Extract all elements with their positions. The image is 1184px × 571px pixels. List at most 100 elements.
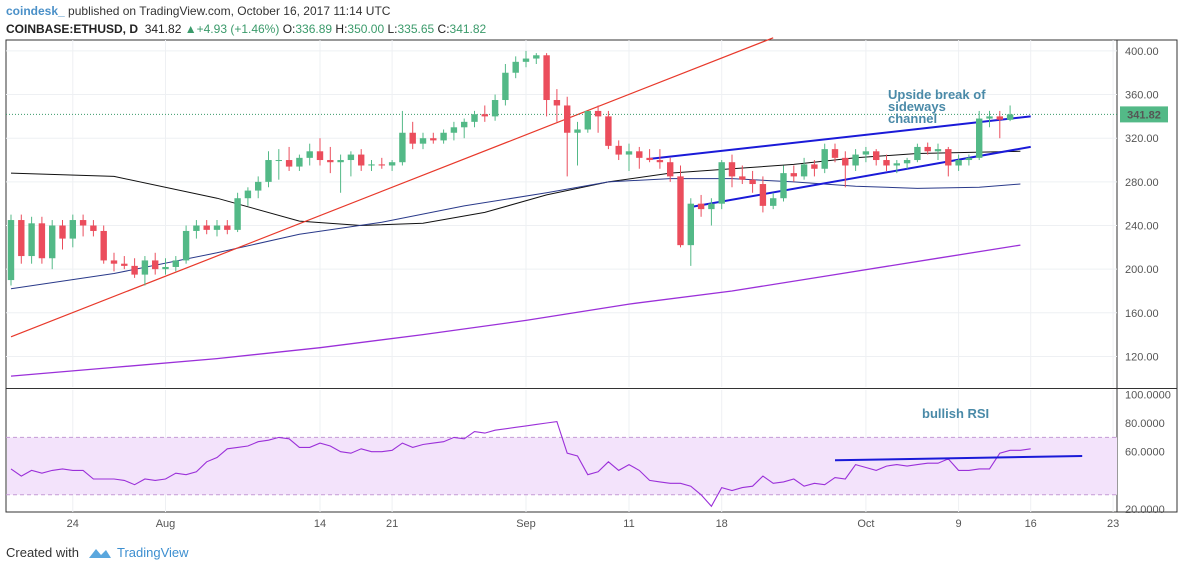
x-tick-label: 24 bbox=[67, 518, 79, 530]
candle-body bbox=[646, 157, 653, 161]
candle-body bbox=[337, 160, 344, 163]
close-value: 341.82 bbox=[449, 22, 487, 36]
candle-body bbox=[553, 100, 561, 106]
candle-body bbox=[378, 164, 385, 166]
candle-body bbox=[121, 263, 128, 266]
trendline-line bbox=[10, 37, 774, 338]
candle-body bbox=[152, 260, 159, 270]
candle-body bbox=[697, 203, 705, 210]
low-value: 335.65 bbox=[397, 22, 435, 36]
annotation-text: channel bbox=[888, 111, 937, 126]
x-tick-label: 11 bbox=[623, 518, 634, 530]
candle-body bbox=[306, 151, 313, 158]
candle-body bbox=[358, 154, 365, 166]
candle-body bbox=[883, 160, 890, 166]
candle-body bbox=[708, 203, 715, 210]
rsi-tick-label: 80.0000 bbox=[1125, 418, 1165, 430]
brand-name[interactable]: coindesk_ bbox=[6, 4, 65, 18]
rsi-line bbox=[10, 420, 1031, 508]
candle-body bbox=[172, 260, 179, 267]
candle-body bbox=[79, 220, 87, 226]
candle-body bbox=[512, 61, 519, 73]
candle-body bbox=[852, 154, 859, 166]
channel-lower-line bbox=[690, 145, 1031, 208]
last-price: 341.82 bbox=[144, 22, 182, 36]
candle-body bbox=[430, 138, 437, 141]
candle-body bbox=[955, 160, 962, 166]
rsi-band bbox=[7, 437, 1117, 495]
x-tick-label: 9 bbox=[956, 518, 962, 530]
ma50-line bbox=[10, 150, 1021, 227]
channel-upper-line bbox=[649, 115, 1031, 160]
y-tick-label: 360.00 bbox=[1125, 90, 1159, 102]
candle-body bbox=[873, 151, 880, 161]
tradingview-link[interactable]: TradingView bbox=[116, 545, 189, 560]
candle-body bbox=[90, 225, 97, 231]
candle-body bbox=[502, 72, 509, 101]
candle-body bbox=[244, 190, 252, 199]
x-tick-label: Oct bbox=[857, 518, 874, 530]
candle-body bbox=[224, 225, 231, 230]
candle-body bbox=[419, 138, 427, 144]
candle-body bbox=[996, 116, 1003, 120]
candle-body bbox=[831, 149, 839, 158]
rsi-tick-label: 100.0000 bbox=[1125, 389, 1171, 401]
x-tick-label: 16 bbox=[1025, 518, 1037, 530]
price-change: +4.93 (+1.46%) bbox=[196, 22, 280, 36]
candle-body bbox=[162, 266, 169, 270]
candle-body bbox=[945, 149, 952, 166]
chart-canvas[interactable]: 24 Aug 14 21 Sep 11 18 Oct 9 16 23 400.00 360.00 320.… bbox=[0, 0, 1184, 545]
candle-body bbox=[615, 145, 622, 155]
candle-body bbox=[667, 162, 674, 177]
candle-body bbox=[100, 230, 107, 261]
annotation-text: sideways bbox=[888, 99, 946, 114]
candle-body bbox=[594, 110, 602, 117]
x-tick-label: 23 bbox=[1107, 518, 1119, 530]
candle-body bbox=[584, 110, 591, 130]
y-tick-label: 160.00 bbox=[1125, 308, 1159, 320]
candle-body bbox=[574, 129, 581, 133]
symbol-name: COINBASE:ETHUSD, D bbox=[6, 22, 139, 36]
candle-body bbox=[296, 157, 303, 167]
y-tick-label: 240.00 bbox=[1125, 221, 1159, 233]
publish-info: published on TradingView.com, October 16… bbox=[68, 4, 391, 18]
candle-body bbox=[316, 151, 324, 161]
candle-body bbox=[110, 260, 118, 264]
x-tick-label: 14 bbox=[314, 518, 326, 530]
candle-body bbox=[193, 225, 200, 231]
candle-body bbox=[934, 149, 942, 152]
x-tick-label: 18 bbox=[716, 518, 728, 530]
candle-body bbox=[49, 225, 56, 259]
footer: Created with TradingView bbox=[6, 545, 189, 560]
candle-body bbox=[234, 198, 241, 230]
candle-body bbox=[842, 157, 849, 166]
candle-body bbox=[69, 220, 76, 239]
candle-body bbox=[327, 160, 334, 163]
candle-body bbox=[986, 116, 993, 119]
y-tick-label: 400.00 bbox=[1125, 46, 1159, 58]
candle-body bbox=[471, 114, 478, 122]
candle-body bbox=[677, 176, 684, 246]
candle-body bbox=[625, 151, 633, 155]
close-label: C: bbox=[437, 22, 450, 36]
tradingview-logo-icon bbox=[88, 548, 111, 558]
candle-body bbox=[440, 132, 447, 141]
rsi-tick-label: 20.0000 bbox=[1125, 504, 1165, 516]
candle-body bbox=[903, 160, 911, 164]
candle-body bbox=[543, 55, 550, 101]
candle-body bbox=[399, 132, 406, 163]
candle-body bbox=[7, 220, 15, 281]
rsi-trendline bbox=[834, 455, 1083, 462]
candle-body bbox=[728, 162, 736, 177]
chart-frame bbox=[5, 39, 1178, 513]
candle-body bbox=[924, 146, 931, 152]
y-tick-label: 320.00 bbox=[1125, 133, 1159, 145]
candle-body bbox=[790, 173, 797, 177]
candle-body bbox=[605, 116, 612, 146]
y-tick-label: 200.00 bbox=[1125, 264, 1159, 276]
high-value: 350.00 bbox=[347, 22, 385, 36]
candle-body bbox=[821, 149, 828, 169]
candle-body bbox=[275, 160, 282, 162]
candle-body bbox=[914, 146, 921, 161]
candle-body bbox=[285, 160, 293, 167]
